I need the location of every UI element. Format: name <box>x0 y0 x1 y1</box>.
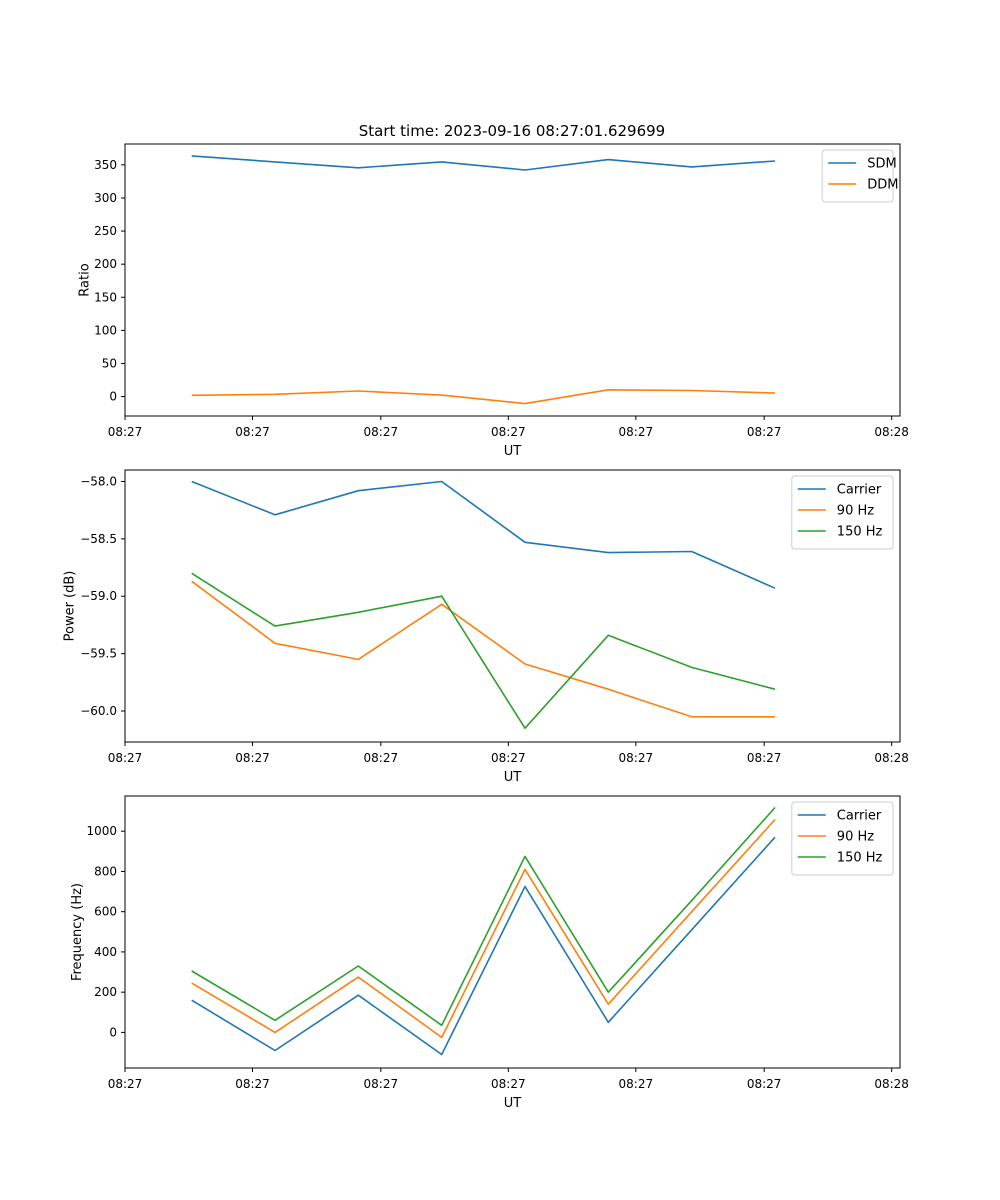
x-tick-label: 08:28 <box>874 1077 909 1091</box>
legend-label: 150 Hz <box>837 525 883 540</box>
y-tick-label: 150 <box>94 290 117 304</box>
y-tick-label: −60.0 <box>80 704 117 718</box>
x-tick-label: 08:27 <box>747 751 782 765</box>
x-tick-label: 08:28 <box>874 425 909 439</box>
chart-title: Start time: 2023-09-16 08:27:01.629699 <box>359 122 665 140</box>
axes-frame <box>124 469 901 743</box>
x-tick-label: 08:27 <box>364 751 399 765</box>
legend: Carrier 90 Hz 150 Hz <box>791 801 894 876</box>
x-tick-label: 08:27 <box>747 1077 782 1091</box>
x-tick-label: 08:27 <box>364 1077 399 1091</box>
y-tick-label: 800 <box>94 864 117 878</box>
legend: SDM DDM <box>821 149 898 203</box>
legend-label: 150 Hz <box>837 851 883 866</box>
x-tick-label: 08:27 <box>491 1077 526 1091</box>
x-tick-label: 08:27 <box>235 1077 270 1091</box>
series-line-150-hz <box>191 572 776 730</box>
y-tick-label: 50 <box>102 356 117 370</box>
axes-frame <box>124 143 901 417</box>
x-tick-label: 08:27 <box>619 425 654 439</box>
y-tick-label: −58.5 <box>80 532 117 546</box>
y-tick-label: 100 <box>94 323 117 337</box>
x-tick-label: 08:27 <box>747 425 782 439</box>
x-tick-label: 08:27 <box>235 751 270 765</box>
series-line-90-hz <box>191 818 776 1039</box>
y-tick-label: 350 <box>94 158 117 172</box>
legend-label: DDM <box>867 178 898 193</box>
y-tick-label: 300 <box>94 191 117 205</box>
y-axis-label: Ratio <box>78 263 93 296</box>
series-line-150-hz <box>191 806 776 1027</box>
legend-label: SDM <box>867 157 896 172</box>
x-axis-label: UT <box>504 1096 522 1111</box>
series-line-carrier <box>191 836 776 1056</box>
panel-3: 08:27 08:27 08:27 08:27 08:27 08:27 08:28 UT 0 20… <box>70 795 909 1111</box>
y-axis-label: Frequency (Hz) <box>70 883 85 981</box>
y-tick-label: 200 <box>94 985 117 999</box>
y-axis-label: Power (dB) <box>63 571 78 642</box>
axes-frame <box>124 795 901 1069</box>
x-tick-label: 08:27 <box>108 751 143 765</box>
y-tick-label: −59.0 <box>80 589 117 603</box>
legend-label: Carrier <box>837 483 882 498</box>
x-tick-label: 08:27 <box>364 425 399 439</box>
series-line-carrier <box>191 480 776 589</box>
x-tick-label: 08:27 <box>491 751 526 765</box>
legend-label: Carrier <box>837 809 882 824</box>
series-line-ddm <box>191 388 776 405</box>
x-tick-label: 08:27 <box>619 1077 654 1091</box>
y-tick-label: 0 <box>109 390 117 404</box>
series-line-90-hz <box>191 580 775 718</box>
series-line-sdm <box>191 155 776 171</box>
legend: Carrier 90 Hz 150 Hz <box>791 475 894 550</box>
y-tick-label: 600 <box>94 905 117 919</box>
panel-2: 08:27 08:27 08:27 08:27 08:27 08:27 08:28 UT −58… <box>63 469 909 785</box>
x-axis-label: UT <box>504 444 522 459</box>
y-tick-label: 250 <box>94 224 117 238</box>
x-tick-label: 08:27 <box>108 1077 143 1091</box>
y-tick-label: −59.5 <box>80 647 117 661</box>
x-tick-label: 08:27 <box>491 425 526 439</box>
x-tick-label: 08:27 <box>108 425 143 439</box>
x-axis-label: UT <box>504 770 522 785</box>
x-tick-label: 08:27 <box>619 751 654 765</box>
y-tick-label: 1000 <box>86 824 117 838</box>
y-tick-label: 400 <box>94 945 117 959</box>
panel-1: 08:27 08:27 08:27 08:27 08:27 08:27 08:28 UT 0 50… <box>78 143 909 459</box>
x-tick-label: 08:27 <box>235 425 270 439</box>
x-tick-label: 08:28 <box>874 751 909 765</box>
y-tick-label: −58.0 <box>80 474 117 488</box>
y-tick-label: 200 <box>94 257 117 271</box>
legend-label: 90 Hz <box>837 830 874 845</box>
legend-label: 90 Hz <box>837 504 874 519</box>
y-tick-label: 0 <box>109 1025 117 1039</box>
